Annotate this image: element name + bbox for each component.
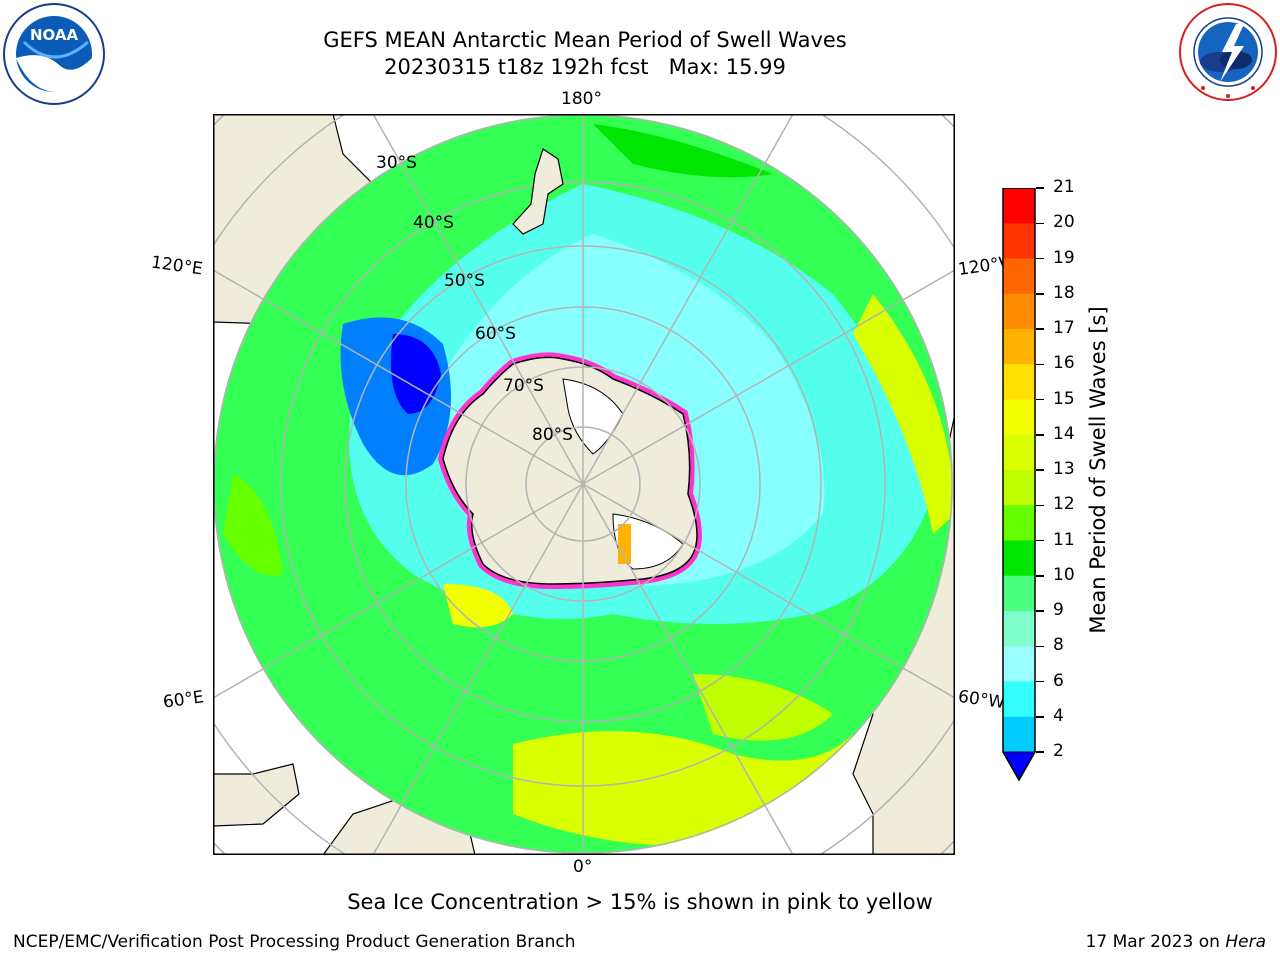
colorbar-segment	[1003, 540, 1035, 577]
colorbar-tick-mark	[1036, 504, 1044, 506]
new-zealand	[512, 148, 564, 235]
colorbar-segment	[1003, 434, 1035, 471]
colorbar-tick-label: 8	[1053, 635, 1064, 656]
colorbar-segment	[1003, 470, 1035, 506]
meridian-label-120e: 120°E	[149, 252, 204, 280]
colorbar-segment	[1003, 681, 1035, 718]
colorbar-tick-mark	[1036, 716, 1044, 718]
noaa-logo-text: NOAA	[30, 26, 79, 44]
colorbar-segment	[1003, 223, 1035, 259]
polar-map	[213, 114, 955, 855]
colorbar-tick-label: 19	[1053, 247, 1075, 268]
parallel-label-40s: 40°S	[413, 213, 454, 233]
colorbar-segment	[1003, 611, 1035, 647]
colorbar-tick-mark	[1036, 398, 1044, 401]
meridian-label-180: 180°	[561, 89, 602, 109]
colorbar-tick-label: 15	[1053, 388, 1075, 409]
colorbar-tick-mark	[1036, 328, 1044, 330]
meridian-gridlines	[213, 114, 955, 855]
parallel-label-80s: 80°S	[532, 425, 573, 445]
colorbar-segment	[1003, 575, 1035, 612]
colorbar-tick-label: 21	[1053, 177, 1075, 197]
chart-subtitle: 20230315 t18z 192h fcst Max: 15.99	[384, 55, 786, 79]
colorbar-tick-mark	[1036, 363, 1044, 365]
colorbar-segment	[1003, 505, 1035, 541]
colorbar-tick-label: 6	[1053, 670, 1064, 691]
colorbar-tick-label: 10	[1053, 564, 1075, 585]
colorbar-tick-mark	[1036, 469, 1044, 471]
colorbar-tick-mark	[1036, 645, 1044, 647]
colorbar-tick-label: 17	[1053, 318, 1075, 338]
colorbar-tick-label: 4	[1053, 705, 1064, 726]
nws-logo	[1178, 2, 1278, 102]
noaa-logo: NOAA	[2, 2, 106, 106]
colorbar-segment	[1003, 188, 1035, 224]
colorbar-tick-label: 11	[1053, 529, 1075, 550]
colorbar-outline	[1002, 187, 1036, 782]
colorbar-tick-mark	[1036, 434, 1044, 436]
footer-host: Hera	[1225, 932, 1266, 952]
parallel-label-50s: 50°S	[444, 271, 485, 291]
colorbar-segment	[1003, 329, 1035, 365]
colorbar-segment	[1003, 716, 1035, 753]
parallel-label-70s: 70°S	[503, 376, 544, 396]
colorbar-tick-mark	[1036, 539, 1044, 542]
colorbar-title: Mean Period of Swell Waves [s]	[1086, 306, 1110, 634]
colorbar-tick-label: 13	[1053, 459, 1075, 479]
parallel-label-60s: 60°S	[475, 324, 516, 344]
meridian-label-60w: 60°W	[956, 686, 1007, 714]
colorbar-tick-label: 9	[1053, 600, 1064, 620]
colorbar-tick-mark	[1036, 187, 1044, 189]
colorbar-tick-label: 12	[1053, 494, 1075, 515]
colorbar-tick-mark	[1036, 680, 1044, 683]
colorbar-tick-mark	[1036, 610, 1044, 612]
colorbar	[1002, 187, 1036, 782]
footer-credit: NCEP/EMC/Verification Post Processing Pr…	[13, 932, 576, 952]
colorbar-segment	[1003, 399, 1035, 436]
colorbar-segment	[1003, 646, 1035, 682]
colorbar-tick-mark	[1036, 222, 1044, 224]
meridian-label-0: 0°	[573, 857, 593, 877]
meridian-label-60e: 60°E	[161, 687, 206, 713]
colorbar-tick-mark	[1036, 293, 1044, 295]
colorbar-extend-arrow	[1002, 751, 1036, 782]
colorbar-tick-mark	[1036, 751, 1044, 753]
colorbar-tick-mark	[1036, 257, 1044, 260]
continent-antarctica	[437, 352, 702, 590]
colorbar-segment	[1003, 293, 1035, 330]
colorbar-segment	[1003, 258, 1035, 295]
footer-date: 17 Mar 2023 on Hera	[1086, 932, 1266, 952]
colorbar-tick-label: 2	[1053, 741, 1064, 761]
parallel-label-30s: 30°S	[376, 153, 417, 173]
colorbar-segment	[1003, 364, 1035, 400]
colorbar-tick-label: 16	[1053, 353, 1075, 374]
chart-title: GEFS MEAN Antarctic Mean Period of Swell…	[323, 28, 847, 52]
colorbar-tick-label: 14	[1053, 423, 1075, 444]
sea-ice-caption: Sea Ice Concentration > 15% is shown in …	[347, 890, 933, 914]
footer-date-text: 17 Mar 2023 on	[1085, 932, 1226, 952]
colorbar-tick-mark	[1036, 575, 1044, 577]
colorbar-tick-label: 20	[1053, 212, 1075, 233]
colorbar-tick-label: 18	[1053, 282, 1075, 303]
